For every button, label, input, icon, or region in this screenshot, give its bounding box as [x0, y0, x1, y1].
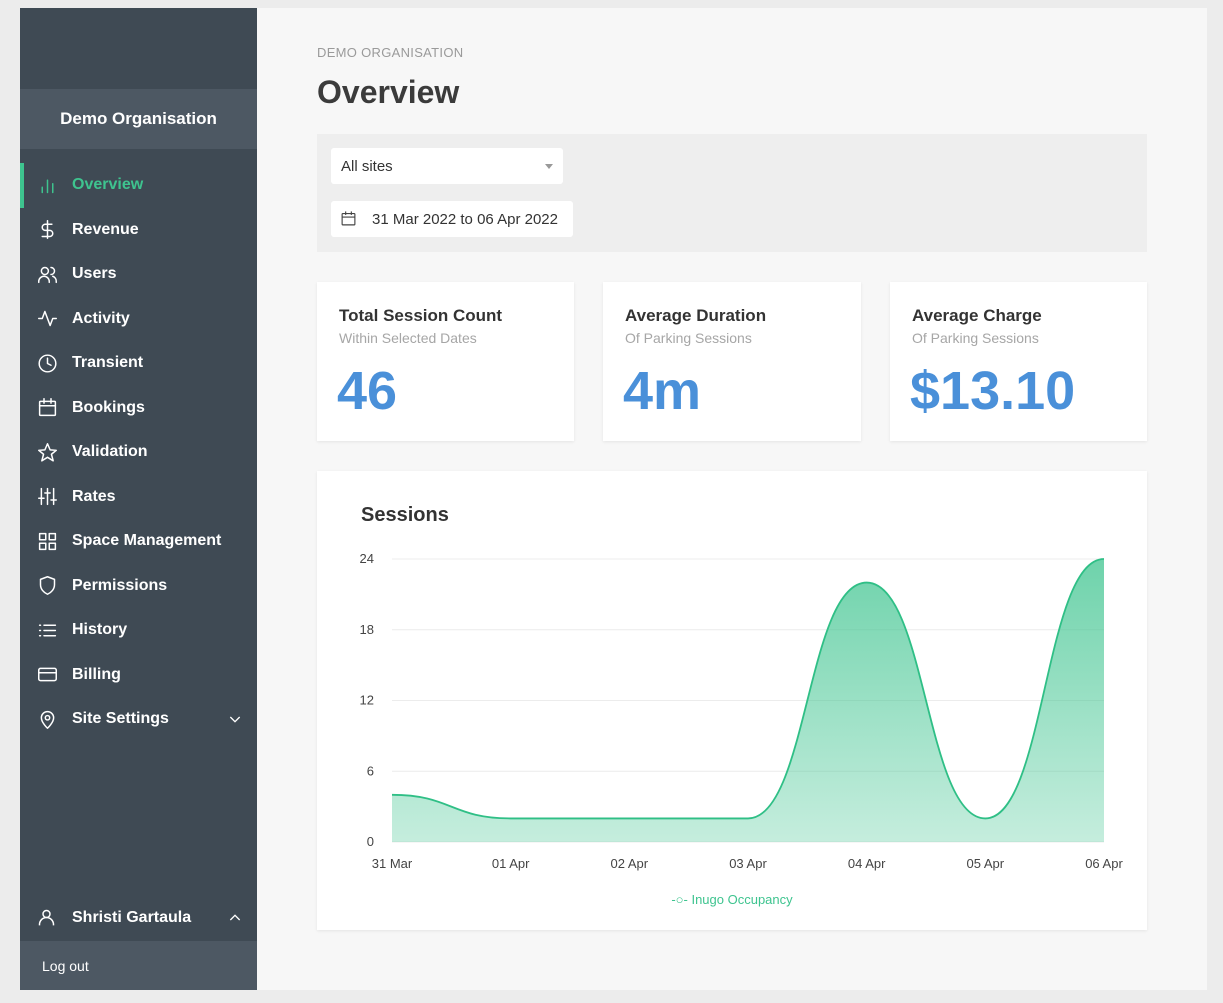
y-tick-label: 18 [360, 622, 374, 637]
sessions-chart-card: Sessions 0 6 12 18 24 31 Mar 01 Apr 02 Apr 03 Ap… [317, 471, 1147, 930]
date-range-value: 31 Mar 2022 to 06 Apr 2022 [372, 210, 558, 228]
y-tick-label: 0 [367, 834, 374, 849]
stat-subtitle: Of Parking Sessions [912, 330, 1039, 346]
stat-title: Total Session Count [339, 306, 503, 325]
sidebar-item-label: Site Settings [72, 710, 169, 728]
sidebar-item-label: Validation [72, 443, 148, 461]
sidebar-item-label: History [72, 621, 128, 639]
user-name: Shristi Gartaula [72, 909, 192, 926]
list-icon [36, 619, 58, 641]
activity-icon [36, 308, 58, 330]
stat-subtitle: Of Parking Sessions [625, 330, 752, 346]
sidebar-item-transient[interactable]: Transient [20, 341, 257, 386]
chart-legend[interactable]: -○- Inugo Occupancy [317, 892, 1147, 907]
stat-subtitle: Within Selected Dates [339, 330, 477, 346]
sidebar-item-label: Transient [72, 354, 144, 372]
legend-marker-icon: -○- [671, 892, 688, 907]
x-tick-label: 04 Apr [848, 856, 886, 871]
stat-value: $13.10 [910, 361, 1076, 421]
sidebar-item-overview[interactable]: Overview [20, 163, 257, 208]
credit-card-icon [36, 664, 58, 686]
series-line [391, 558, 1105, 820]
series-area [392, 559, 1104, 842]
sidebar-item-label: Revenue [72, 220, 139, 238]
sidebar-item-permissions[interactable]: Permissions [20, 564, 257, 609]
user-menu[interactable]: Shristi Gartaula [20, 896, 257, 940]
sidebar-nav: Overview Revenue Users Activity Transien… [20, 163, 257, 742]
x-tick-label: 05 Apr [967, 856, 1005, 871]
sidebar-item-space-management[interactable]: Space Management [20, 519, 257, 564]
sidebar-item-rates[interactable]: Rates [20, 475, 257, 520]
grid-icon [36, 530, 58, 552]
stat-title: Average Duration [625, 306, 767, 325]
users-icon [36, 263, 58, 285]
filters-panel: All sites 31 Mar 2022 to 06 Apr 2022 [317, 134, 1147, 252]
sessions-chart: 0 6 12 18 24 31 Mar 01 Apr 02 Apr 03 Apr 04 Apr 05… [360, 551, 1124, 871]
sidebar-item-label: Space Management [72, 532, 222, 550]
stat-card-average-charge: Average Charge Of Parking Sessions $13.1… [890, 282, 1147, 441]
sidebar-item-validation[interactable]: Validation [20, 430, 257, 475]
main-content: DEMO ORGANISATION Overview All sites 31 … [257, 8, 1207, 990]
sidebar-item-activity[interactable]: Activity [20, 297, 257, 342]
app-window: Demo Organisation Overview Revenue Users… [20, 8, 1207, 990]
date-range-picker[interactable]: 31 Mar 2022 to 06 Apr 2022 [331, 201, 573, 237]
sidebar-item-label: Bookings [72, 398, 145, 416]
dollar-icon [36, 219, 58, 241]
sidebar-item-label: Overview [72, 176, 144, 194]
chevron-down-icon[interactable] [227, 711, 243, 727]
stat-value: 4m [623, 361, 702, 421]
sidebar-item-label: Permissions [72, 576, 168, 594]
x-tick-label: 03 Apr [729, 856, 767, 871]
sidebar-item-users[interactable]: Users [20, 252, 257, 297]
stat-card-average-duration: Average Duration Of Parking Sessions 4m [603, 282, 861, 441]
sidebar-item-label: Activity [72, 309, 130, 327]
sidebar-item-bookings[interactable]: Bookings [20, 386, 257, 431]
sidebar-item-label: Users [72, 265, 117, 283]
stat-title: Average Charge [912, 306, 1042, 325]
breadcrumb: DEMO ORGANISATION [317, 45, 464, 60]
chevron-up-icon[interactable] [227, 910, 243, 931]
clock-icon [36, 352, 58, 374]
logout-button[interactable]: Log out [20, 941, 257, 990]
y-tick-label: 24 [360, 551, 374, 566]
y-tick-label: 6 [367, 763, 374, 778]
sidebar-item-revenue[interactable]: Revenue [20, 208, 257, 253]
shield-icon [36, 575, 58, 597]
y-tick-label: 12 [360, 693, 374, 708]
site-select-value: All sites [341, 157, 393, 175]
sidebar-item-label: Billing [72, 665, 121, 683]
sidebar-item-site-settings[interactable]: Site Settings [20, 697, 257, 742]
stat-value: 46 [337, 361, 398, 421]
caret-down-icon [545, 164, 553, 169]
x-tick-label: 06 Apr [1085, 856, 1123, 871]
sidebar-item-billing[interactable]: Billing [20, 653, 257, 698]
bar-chart-icon [36, 174, 58, 196]
user-icon [36, 907, 58, 929]
star-icon [36, 441, 58, 463]
map-pin-icon [36, 708, 58, 730]
calendar-icon [36, 397, 58, 419]
sidebar: Demo Organisation Overview Revenue Users… [20, 8, 257, 990]
sliders-icon [36, 486, 58, 508]
sidebar-item-label: Rates [72, 487, 116, 505]
site-select[interactable]: All sites [331, 148, 563, 184]
stat-card-session-count: Total Session Count Within Selected Date… [317, 282, 574, 441]
org-name[interactable]: Demo Organisation [20, 89, 257, 149]
x-tick-label: 31 Mar [372, 856, 413, 871]
x-tick-label: 01 Apr [492, 856, 530, 871]
legend-label: Inugo Occupancy [691, 892, 793, 907]
page-title: Overview [317, 74, 460, 110]
x-tick-label: 02 Apr [611, 856, 649, 871]
calendar-icon [340, 210, 358, 228]
chart-title: Sessions [361, 504, 449, 526]
sidebar-item-history[interactable]: History [20, 608, 257, 653]
